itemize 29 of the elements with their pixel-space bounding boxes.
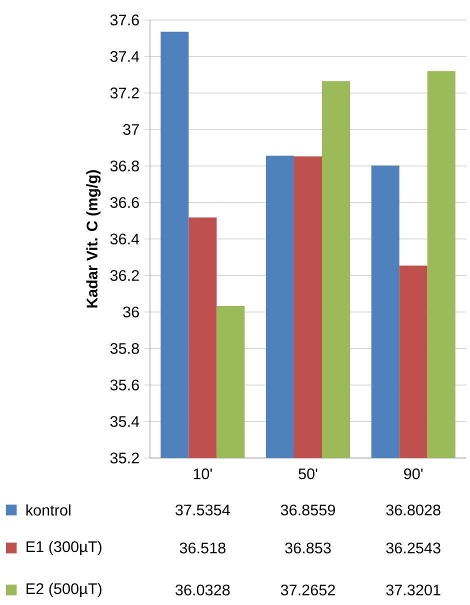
data-label: 37.2652 xyxy=(280,584,335,596)
y-tick-label: 36.6 xyxy=(110,197,139,208)
y-tick-label: 36.4 xyxy=(110,234,140,244)
y-tick-label: 36.2 xyxy=(110,270,139,281)
data-label: 36.8028 xyxy=(386,504,440,516)
x-tick-label: 50' xyxy=(298,468,318,480)
y-tick-label: 35.8 xyxy=(110,343,139,354)
data-label: 36.518 xyxy=(180,542,226,554)
data-label: 36.8559 xyxy=(280,504,335,516)
y-tick-label: 37 xyxy=(123,124,139,135)
data-label: 36.2543 xyxy=(386,542,440,554)
legend-label: E2 (500µT) xyxy=(26,582,102,598)
legend-label: E1 (300µT) xyxy=(26,540,102,556)
y-tick-label: 37.6 xyxy=(110,14,139,26)
y-tick-label: 36 xyxy=(123,306,139,318)
y-tick-label: 37.2 xyxy=(110,88,139,98)
x-tick-label: 10' xyxy=(194,468,212,480)
data-label: 36.853 xyxy=(285,542,331,554)
y-tick-label: 37.4 xyxy=(110,51,140,62)
y-tick-label: 35.6 xyxy=(110,380,139,390)
y-tick-label: 35.4 xyxy=(110,416,140,427)
data-label: 37.5354 xyxy=(176,504,230,516)
y-axis-title: Kadar Vit. C (mg/g) xyxy=(86,170,101,308)
legend-label: kontrol xyxy=(26,504,70,516)
y-tick-label: 36.8 xyxy=(110,160,139,172)
data-label: 36.0328 xyxy=(176,584,230,596)
x-tick-label: 90' xyxy=(404,468,423,480)
data-label: 37.3201 xyxy=(386,584,440,596)
y-tick-label: 35.2 xyxy=(110,452,139,464)
